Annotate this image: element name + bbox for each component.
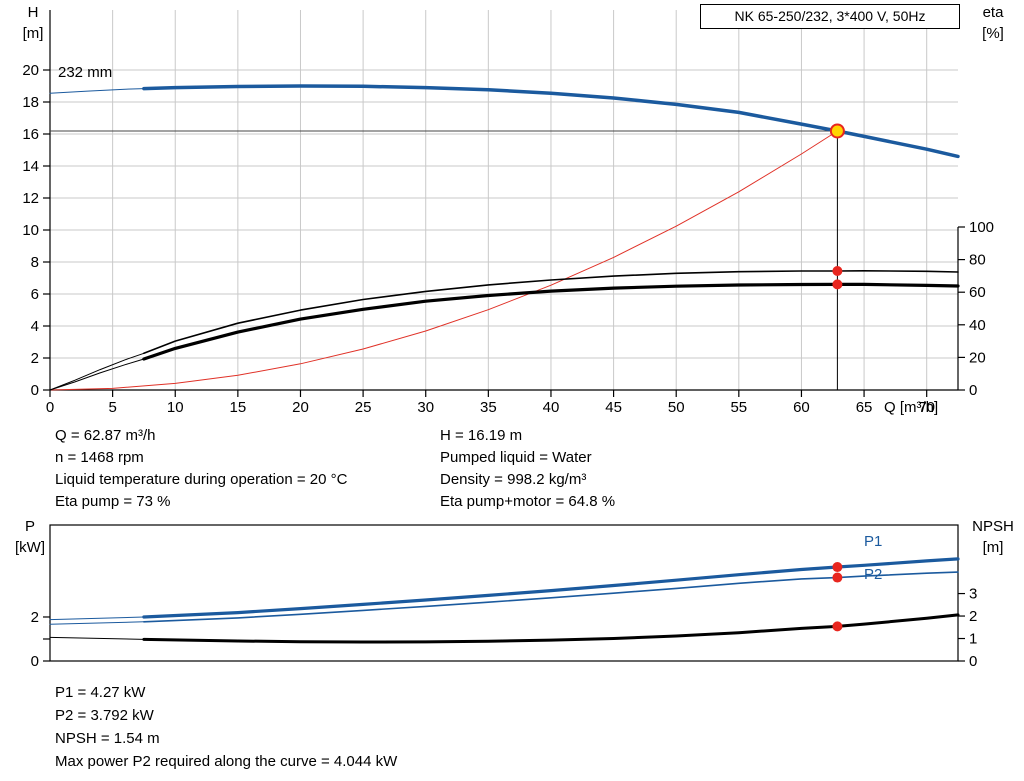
svg-text:65: 65 [856, 399, 873, 416]
svg-text:20: 20 [292, 399, 309, 416]
svg-text:60: 60 [793, 399, 810, 416]
svg-text:10: 10 [167, 399, 184, 416]
svg-text:10: 10 [22, 222, 39, 239]
svg-text:3: 3 [969, 586, 977, 603]
svg-text:12: 12 [22, 190, 39, 207]
svg-text:40: 40 [969, 317, 986, 334]
npsh-axis-label-line1: NPSH [972, 518, 1014, 535]
operating-data-left-column: Q = 62.87 m³/h n = 1468 rpm Liquid tempe… [55, 425, 347, 513]
svg-text:0: 0 [31, 382, 39, 399]
svg-text:4: 4 [31, 318, 39, 335]
svg-text:20: 20 [22, 62, 39, 79]
impeller-diameter-label: 232 mm [58, 64, 113, 81]
eta-axis-label-line2: [%] [982, 25, 1004, 42]
pump-title-box: NK 65-250/232, 3*400 V, 50Hz [700, 4, 960, 29]
svg-text:8: 8 [31, 254, 39, 271]
eta-axis-label-line1: eta [982, 4, 1004, 21]
svg-text:5: 5 [108, 399, 116, 416]
svg-text:20: 20 [969, 349, 986, 366]
max-power-result-text: Max power P2 required along the curve = … [55, 753, 398, 770]
npsh-axis-label: NPSH [m] [964, 516, 1022, 558]
p2-curve-label: P2 [864, 566, 883, 583]
svg-text:35: 35 [480, 399, 497, 416]
svg-text:45: 45 [605, 399, 622, 416]
operating-data-right-column: H = 16.19 m Pumped liquid = Water Densit… [440, 425, 615, 513]
eta-pump-motor-text: Eta pump+motor = 64.8 % [440, 493, 616, 510]
speed-value-text: n = 1468 rpm [55, 449, 144, 466]
svg-text:6: 6 [31, 286, 39, 303]
svg-text:100: 100 [969, 219, 994, 236]
q-value-text: Q = 62.87 m³/h [55, 427, 156, 444]
svg-text:18: 18 [22, 94, 39, 111]
liquid-temperature-text: Liquid temperature during operation = 20… [55, 471, 348, 488]
h-axis-label: H [m] [12, 2, 54, 44]
npsh-result-text: NPSH = 1.54 m [55, 730, 160, 747]
svg-text:0: 0 [969, 382, 977, 399]
p1-result-text: P1 = 4.27 kW [55, 684, 146, 701]
svg-text:1: 1 [969, 631, 977, 648]
svg-text:2: 2 [31, 609, 39, 626]
svg-text:40: 40 [543, 399, 560, 416]
svg-text:0: 0 [31, 653, 39, 670]
svg-text:2: 2 [31, 350, 39, 367]
svg-text:50: 50 [668, 399, 685, 416]
h-axis-label-line2: [m] [22, 25, 44, 42]
svg-text:25: 25 [355, 399, 372, 416]
svg-text:16: 16 [22, 126, 39, 143]
pumped-liquid-text: Pumped liquid = Water [440, 449, 592, 466]
svg-text:2: 2 [969, 608, 977, 625]
h-axis-label-line1: H [27, 4, 39, 21]
density-text: Density = 998.2 kg/m³ [440, 471, 587, 488]
eta-pump-text: Eta pump = 73 % [55, 493, 171, 510]
p-axis-label: P [kW] [8, 516, 52, 558]
svg-text:55: 55 [730, 399, 747, 416]
p-axis-label-line1: P [24, 518, 35, 535]
svg-text:0: 0 [969, 653, 977, 670]
svg-text:30: 30 [417, 399, 434, 416]
result-block: P1 = 4.27 kW P2 = 3.792 kW NPSH = 1.54 m… [55, 681, 397, 773]
svg-text:70: 70 [918, 399, 935, 416]
svg-text:80: 80 [969, 252, 986, 269]
p1-curve-label: P1 [864, 533, 883, 550]
svg-text:14: 14 [22, 158, 39, 175]
h-value-text: H = 16.19 m [440, 427, 523, 444]
q-axis-label: Q [m³/h] [884, 399, 939, 416]
p2-result-text: P2 = 3.792 kW [55, 707, 154, 724]
svg-text:0: 0 [46, 399, 54, 416]
svg-text:60: 60 [969, 284, 986, 301]
npsh-axis-label-line2: [m] [982, 539, 1004, 556]
svg-text:15: 15 [230, 399, 247, 416]
eta-axis-label: eta [%] [972, 2, 1014, 44]
p-axis-label-line2: [kW] [15, 539, 45, 556]
